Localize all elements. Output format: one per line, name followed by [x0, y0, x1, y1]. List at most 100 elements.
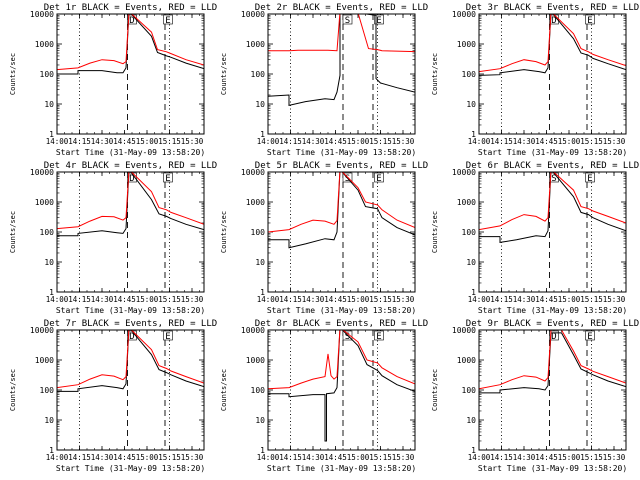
y-axis-label: Counts/sec — [220, 211, 228, 253]
interval-marker-label: E — [165, 174, 170, 184]
x-tick-label: 14:00 — [257, 137, 280, 146]
x-tick-label: 14:15 — [68, 137, 91, 146]
plot-frame — [56, 171, 205, 293]
interval-marker-box — [374, 14, 384, 25]
x-tick-label: 15:30 — [603, 137, 626, 146]
plot-frame — [478, 329, 627, 451]
interval-marker-label: S — [345, 174, 350, 184]
panel-title: Det 8r BLACK = Events, RED = LLD — [255, 319, 428, 329]
x-tick-label: 15:30 — [603, 453, 626, 462]
panel-title: Det 7r BLACK = Events, RED = LLD — [44, 319, 217, 329]
x-tick-label: 14:15 — [490, 453, 513, 462]
interval-marker-label: S — [551, 174, 556, 184]
y-tick-label: 1000 — [246, 198, 265, 207]
y-axis-label: Counts/sec — [220, 369, 228, 411]
x-tick-label: 14:45 — [324, 453, 347, 462]
series-red — [57, 172, 204, 230]
interval-marker-label: D — [129, 16, 134, 26]
series-group — [268, 172, 415, 249]
y-tick-label: 1 — [49, 446, 54, 455]
x-tick-label: 15:00 — [136, 137, 159, 146]
x-tick-label: 14:30 — [302, 295, 325, 304]
y-axis-label: Counts/sec — [9, 211, 17, 253]
interval-marker-label: E — [587, 16, 592, 26]
interval-marker-box — [163, 14, 173, 25]
series-group — [268, 14, 415, 107]
x-tick-label: 15:30 — [392, 453, 415, 462]
x-tick-label: 14:45 — [113, 453, 136, 462]
x-tick-label: 15:15 — [158, 453, 181, 462]
interval-marker-box — [585, 172, 595, 183]
panel-det-2: Det 2r BLACK = Events, RED = LLD Counts/s… — [220, 3, 428, 157]
x-axis-label: Start Time (31-May-09 13:58:20) — [267, 306, 416, 315]
x-tick-label: 15:00 — [347, 453, 370, 462]
y-tick-label: 1 — [471, 130, 476, 139]
x-tick-label: 14:15 — [68, 453, 91, 462]
y-tick-label: 10 — [255, 100, 265, 109]
y-tick-label: 1 — [471, 446, 476, 455]
x-tick-label: 14:30 — [302, 453, 325, 462]
x-tick-label: 14:45 — [113, 295, 136, 304]
panel-det-7: Det 7r BLACK = Events, RED = LLD Counts/s… — [9, 319, 217, 473]
y-tick-label: 10 — [255, 258, 265, 267]
plot-frame — [267, 171, 416, 293]
y-tick-label: 1000 — [457, 40, 476, 49]
series-black — [268, 330, 415, 442]
panel-title: Det 1r BLACK = Events, RED = LLD — [44, 3, 217, 13]
x-tick-label: 14:30 — [91, 453, 114, 462]
x-tick-label: 14:15 — [279, 453, 302, 462]
interval-marker-label: S — [345, 332, 350, 342]
x-tick-label: 14:15 — [279, 137, 302, 146]
x-tick-label: 14:00 — [468, 453, 491, 462]
plot-frame — [267, 13, 416, 135]
interval-marker-box — [374, 330, 384, 341]
x-tick-label: 15:15 — [158, 137, 181, 146]
interval-marker-box — [342, 14, 353, 25]
interval-marker-box — [585, 330, 595, 341]
y-tick-label: 1000 — [35, 198, 54, 207]
y-tick-label: 100 — [251, 70, 266, 79]
x-tick-label: 14:30 — [513, 453, 536, 462]
y-tick-label: 100 — [40, 386, 55, 395]
x-axis-label: Start Time (31-May-09 13:58:20) — [267, 148, 416, 157]
panel-det-4: Det 4r BLACK = Events, RED = LLD Counts/s… — [9, 161, 217, 315]
x-tick-label: 14:00 — [257, 295, 280, 304]
panel-title: Det 3r BLACK = Events, RED = LLD — [466, 3, 639, 13]
series-group — [57, 14, 204, 75]
x-tick-label: 14:30 — [513, 295, 536, 304]
x-tick-label: 14:00 — [46, 453, 69, 462]
x-tick-label: 14:00 — [46, 295, 69, 304]
x-tick-label: 14:45 — [113, 137, 136, 146]
interval-marker-label: D — [551, 332, 556, 342]
x-tick-label: 15:00 — [558, 137, 581, 146]
x-tick-label: 15:00 — [136, 295, 159, 304]
interval-marker-label: S — [345, 16, 350, 26]
plot-frame — [478, 171, 627, 293]
interval-marker-box — [549, 330, 559, 341]
x-tick-label: 14:00 — [46, 137, 69, 146]
y-tick-label: 10 — [466, 416, 476, 425]
x-tick-label: 14:45 — [324, 295, 347, 304]
x-tick-label: 15:30 — [392, 295, 415, 304]
x-axis-label: Start Time (31-May-09 13:58:20) — [56, 306, 205, 315]
interval-marker-label: E — [165, 332, 170, 342]
series-group — [268, 330, 415, 442]
series-black — [268, 14, 415, 107]
y-tick-label: 10000 — [30, 326, 54, 335]
x-tick-label: 15:00 — [136, 453, 159, 462]
y-tick-label: 100 — [40, 70, 55, 79]
series-group — [479, 330, 626, 394]
panel-det-9: Det 9r BLACK = Events, RED = LLD Counts/s… — [431, 319, 639, 473]
interval-marker-label: E — [376, 174, 381, 184]
y-tick-label: 10000 — [30, 168, 54, 177]
y-tick-label: 100 — [251, 228, 266, 237]
interval-marker-label: D — [551, 16, 556, 26]
x-tick-label: 15:00 — [347, 295, 370, 304]
y-tick-label: 10 — [44, 416, 54, 425]
x-axis-label: Start Time (31-May-09 13:58:20) — [478, 148, 627, 157]
x-tick-label: 15:15 — [369, 137, 392, 146]
series-group — [57, 172, 204, 237]
y-tick-label: 10000 — [241, 326, 265, 335]
interval-marker-label: E — [587, 332, 592, 342]
interval-marker-label: E — [376, 332, 381, 342]
